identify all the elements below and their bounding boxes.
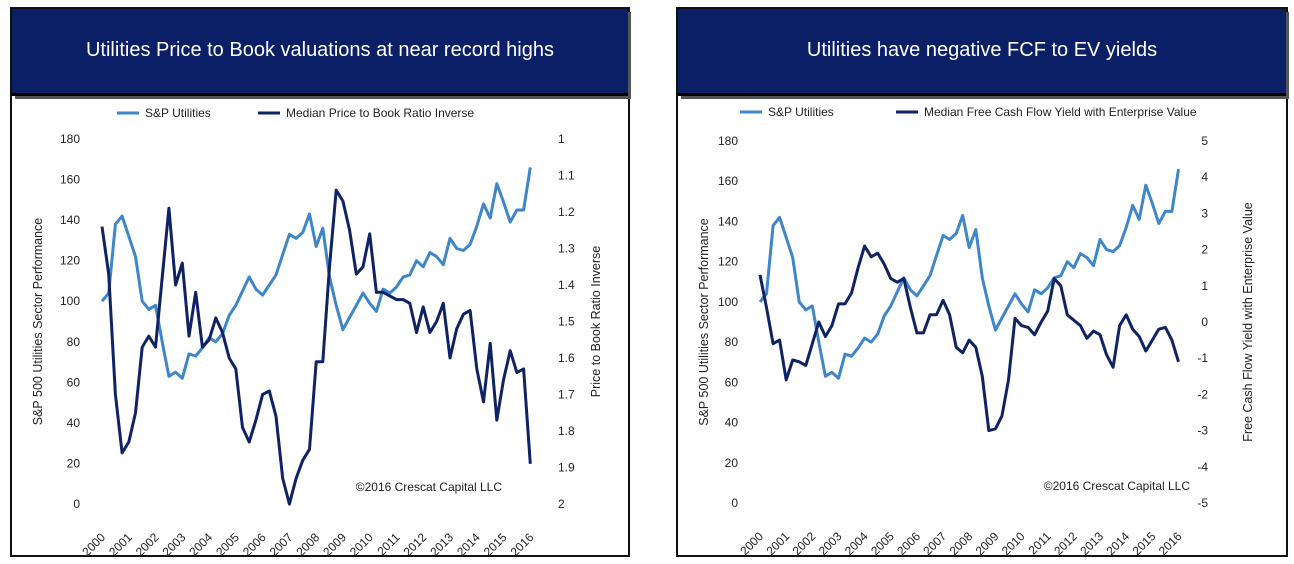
y2-tick-label: -4 bbox=[1197, 460, 1208, 474]
legend-entry: Median Free Cash Flow Yield with Enterpr… bbox=[924, 105, 1197, 119]
x-tick-label: 2004 bbox=[842, 529, 871, 555]
x-tick-label: 2010 bbox=[347, 530, 376, 555]
y2-tick-label: 1.4 bbox=[558, 278, 575, 292]
y-axis-label: S&P 500 Utilities Sector Performance bbox=[31, 218, 45, 426]
legend-entry: S&P Utilities bbox=[768, 105, 834, 119]
chart-title: Utilities have negative FCF to EV yields bbox=[806, 39, 1158, 61]
y2-axis-label: Free Cash Flow Yield with Enterprise Val… bbox=[1241, 202, 1255, 442]
x-tick-label: 2008 bbox=[947, 529, 976, 555]
x-tick-label: 2002 bbox=[790, 529, 819, 555]
y2-tick-label: 5 bbox=[1201, 134, 1208, 148]
x-tick-label: 2006 bbox=[894, 529, 923, 555]
y-tick-label: 160 bbox=[718, 174, 738, 188]
x-tick-label: 2013 bbox=[1077, 529, 1106, 555]
x-tick-label: 2011 bbox=[1026, 529, 1054, 555]
series-line-light bbox=[100, 167, 532, 380]
chart-title: Utilities Price to Book valuations at ne… bbox=[85, 39, 554, 61]
y2-tick-label: 1.8 bbox=[558, 424, 575, 438]
x-tick-label: 2010 bbox=[999, 529, 1028, 555]
y-tick-label: 80 bbox=[67, 335, 81, 349]
y-tick-label: 80 bbox=[725, 335, 739, 349]
x-tick-label: 2002 bbox=[133, 530, 162, 555]
y-tick-label: 180 bbox=[718, 134, 738, 148]
y-tick-label: 60 bbox=[67, 375, 81, 389]
x-tick-label: 2015 bbox=[481, 530, 510, 555]
title-banner: Utilities have negative FCF to EV yields bbox=[678, 9, 1286, 96]
x-tick-label: 2009 bbox=[973, 529, 1002, 555]
copyright-note: ©2016 Crescat Capital LLC bbox=[356, 480, 503, 494]
legend-entry: S&P Utilities bbox=[145, 106, 211, 120]
y2-tick-label: 2 bbox=[558, 497, 565, 511]
y2-tick-label: -3 bbox=[1197, 424, 1208, 438]
title-banner: Utilities Price to Book valuations at ne… bbox=[12, 9, 628, 96]
x-tick-label: 2011 bbox=[374, 530, 402, 555]
x-tick-label: 2005 bbox=[213, 530, 242, 555]
y2-tick-label: 2 bbox=[1201, 243, 1208, 257]
y2-tick-label: 1.2 bbox=[558, 205, 575, 219]
chart-panel-right: Utilities have negative FCF to EV yields… bbox=[676, 7, 1288, 557]
x-tick-label: 2007 bbox=[920, 529, 949, 555]
y2-tick-label: 0 bbox=[1201, 315, 1208, 329]
x-tick-label: 2000 bbox=[79, 530, 108, 555]
y2-tick-label: 4 bbox=[1201, 170, 1208, 184]
y2-tick-label: 1.7 bbox=[558, 388, 575, 402]
x-tick-label: 2012 bbox=[1051, 529, 1080, 555]
y-tick-label: 20 bbox=[725, 456, 739, 470]
chart-area: 0 20 40 60 80 100 120 140 160 180 -5 -4 -3 -2 -1 0 1 2 3 4 5… bbox=[697, 105, 1255, 555]
x-tick-label: 2001 bbox=[106, 530, 135, 555]
y-tick-label: 0 bbox=[73, 497, 80, 511]
y-tick-label: 0 bbox=[731, 496, 738, 510]
y-tick-label: 60 bbox=[725, 375, 739, 389]
y2-tick-label: 1.5 bbox=[558, 315, 575, 329]
x-tick-label: 2003 bbox=[160, 530, 189, 555]
x-tick-label: 2004 bbox=[186, 530, 215, 555]
x-tick-label: 2014 bbox=[1103, 529, 1132, 555]
chart-panel-left: Utilities Price to Book valuations at ne… bbox=[10, 7, 630, 557]
y2-tick-label: 1.6 bbox=[558, 351, 575, 365]
y2-tick-label: 1.1 bbox=[558, 169, 575, 183]
y2-tick-label: 1.3 bbox=[558, 242, 575, 256]
series-line-dark bbox=[100, 188, 532, 506]
x-tick-label: 2009 bbox=[320, 530, 349, 555]
x-tick-label: 2007 bbox=[267, 530, 296, 555]
x-tick-label: 2000 bbox=[737, 529, 766, 555]
legend-entry: Median Price to Book Ratio Inverse bbox=[286, 106, 474, 120]
y-tick-label: 120 bbox=[60, 254, 80, 268]
y-tick-label: 140 bbox=[718, 214, 738, 228]
x-tick-label: 2016 bbox=[508, 530, 537, 555]
y-tick-label: 40 bbox=[725, 416, 739, 430]
y-tick-label: 20 bbox=[67, 456, 81, 470]
x-tick-label: 2012 bbox=[401, 530, 430, 555]
x-tick-label: 2013 bbox=[427, 530, 456, 555]
y2-tick-label: -2 bbox=[1197, 387, 1208, 401]
y2-tick-label: -1 bbox=[1197, 351, 1208, 365]
series-line-light bbox=[758, 168, 1180, 380]
y-tick-label: 160 bbox=[60, 173, 80, 187]
x-tick-label: 2008 bbox=[293, 530, 322, 555]
x-tick-label: 2003 bbox=[816, 529, 845, 555]
y2-tick-label: 1 bbox=[1201, 279, 1208, 293]
x-tick-label: 2006 bbox=[240, 530, 269, 555]
x-tick-label: 2015 bbox=[1130, 529, 1159, 555]
y-tick-label: 180 bbox=[60, 132, 80, 146]
y-tick-label: 100 bbox=[718, 295, 738, 309]
x-tick-label: 2016 bbox=[1156, 529, 1185, 555]
y2-tick-label: 1.9 bbox=[558, 461, 575, 475]
x-tick-label: 2014 bbox=[454, 530, 483, 555]
y2-axis-label: Price to Book Ratio Inverse bbox=[589, 246, 603, 398]
series-line-dark bbox=[758, 244, 1180, 433]
y-tick-label: 140 bbox=[60, 213, 80, 227]
y-axis-label: S&P 500 Utilities Sector Performance bbox=[697, 218, 711, 426]
y2-tick-label: 3 bbox=[1201, 206, 1208, 220]
y-tick-label: 40 bbox=[67, 416, 81, 430]
y2-tick-label: -5 bbox=[1197, 496, 1208, 510]
y-tick-label: 120 bbox=[718, 255, 738, 269]
copyright-note: ©2016 Crescat Capital LLC bbox=[1044, 479, 1191, 493]
x-tick-label: 2001 bbox=[763, 529, 792, 555]
chart-area: 0 20 40 60 80 100 120 140 160 180 1 1.1 1.2 1.3 1.4 1.5… bbox=[31, 106, 603, 555]
x-tick-label: 2005 bbox=[868, 529, 897, 555]
y2-tick-label: 1 bbox=[558, 132, 565, 146]
y-tick-label: 100 bbox=[60, 294, 80, 308]
